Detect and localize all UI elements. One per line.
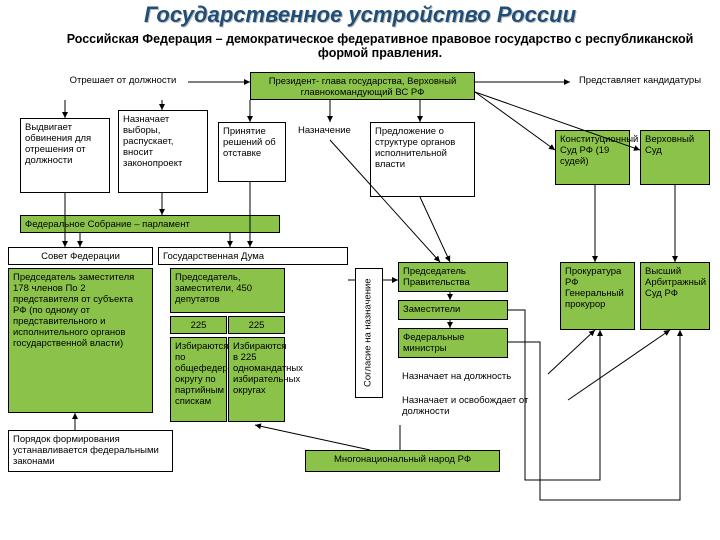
formation-order-box: Порядок формирования устанавливается фед… bbox=[8, 430, 173, 472]
appointment-label: Назначение bbox=[294, 122, 364, 140]
duma-col1-text: Избираются по общефедеральному округу по… bbox=[170, 337, 227, 422]
federation-council-title: Совет Федерации bbox=[8, 247, 153, 265]
duma-col2-text: Избираются в 225 одномандатных избирател… bbox=[228, 337, 285, 422]
structure-proposal-box: Предложение о структуре органов исполнит… bbox=[370, 122, 475, 197]
people-box: Многонациональный народ РФ bbox=[305, 450, 500, 472]
label-candidates: Представляет кандидатуры bbox=[570, 74, 710, 89]
federal-assembly-box: Федеральное Собрание – парламент bbox=[20, 215, 280, 233]
accusations-box: Выдвигает обвинения для отрешения от дол… bbox=[20, 118, 110, 193]
deputies-box: Заместители bbox=[398, 300, 508, 320]
state-duma-body: Председатель, заместители, 450 депутатов bbox=[170, 268, 285, 313]
prosecutor-box: Прокуратура РФ Генеральный прокурор bbox=[560, 262, 635, 330]
subtitle: Российская Федерация – демократическое ф… bbox=[60, 32, 700, 60]
consent-box: Согласие на назначение bbox=[355, 268, 383, 398]
duma-col2-num: 225 bbox=[228, 316, 285, 334]
pm-chair-box: Председатель Правительства bbox=[398, 262, 508, 292]
president-box: Президент- глава государства, Верховный … bbox=[250, 72, 475, 100]
appoints-elections-box: Назначает выборы, распускает, вносит зак… bbox=[118, 110, 208, 193]
state-duma-title: Государственная Дума bbox=[158, 247, 348, 265]
label-dismiss: Отрешает от должности bbox=[58, 74, 188, 89]
appoints-to-post: Назначает на должность bbox=[398, 368, 548, 384]
ministers-box: Федеральные министры bbox=[398, 328, 508, 358]
decisions-box: Принятие решений об отставке bbox=[218, 122, 286, 182]
appoints-dismisses: Назначает и освобождает от должности bbox=[398, 392, 568, 420]
constitutional-court-box: Конституционный Суд РФ (19 судей) bbox=[555, 130, 630, 185]
federation-council-body: Председатель заместителя 178 членов По 2… bbox=[8, 268, 153, 413]
supreme-court-box: Верховный Суд bbox=[640, 130, 710, 185]
arbitration-box: Высший Арбитражный Суд РФ bbox=[640, 262, 710, 330]
duma-col1-num: 225 bbox=[170, 316, 227, 334]
main-title: Государственное устройство России bbox=[144, 2, 576, 28]
